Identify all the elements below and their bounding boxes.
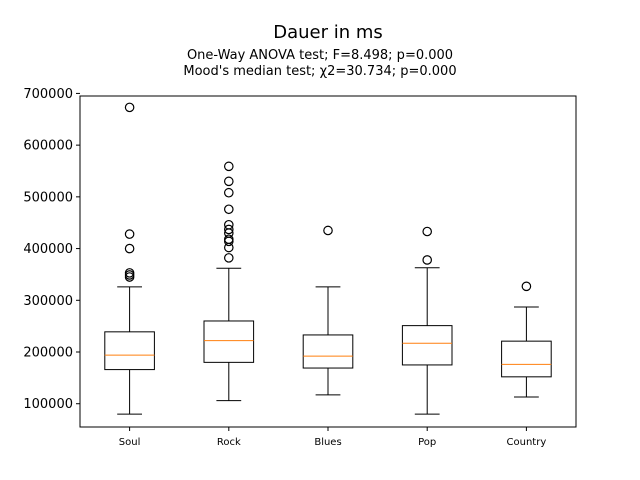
outlier-point [224, 219, 234, 230]
box-iqr [104, 331, 155, 371]
x-tick-label: Country [507, 437, 547, 448]
box-iqr [302, 334, 354, 369]
outlier-point [224, 204, 234, 215]
outlier-point [124, 268, 135, 278]
outlier-point [224, 187, 234, 198]
chart-title: Dauer in ms [273, 22, 383, 43]
outlier-point [224, 176, 234, 187]
y-tick-label: 700000 [23, 87, 73, 102]
box-iqr [401, 325, 453, 366]
outlier-point [422, 226, 432, 237]
outlier-point [124, 229, 135, 239]
chart-subtitle-line-2: Mood's median test; χ2=30.734; p=0.000 [183, 64, 456, 79]
outlier-point [224, 253, 234, 263]
outlier-point [224, 236, 234, 247]
y-tick-label: 100000 [23, 397, 73, 412]
outlier-point [323, 225, 333, 236]
box-iqr [203, 320, 255, 363]
outlier-point [124, 270, 135, 280]
y-tick-label: 400000 [23, 242, 73, 257]
chart-subtitle-line-1: One-Way ANOVA test; F=8.498; p=0.000 [187, 48, 453, 63]
outlier-point [521, 281, 532, 292]
outlier-point [124, 102, 135, 113]
x-tick-label: Blues [314, 437, 341, 448]
plot-area: 100000 200000 300000 400000 500000 600000 7000… [23, 87, 577, 448]
outlier-point [224, 224, 234, 235]
y-tick-label: 600000 [23, 139, 73, 154]
box-iqr [501, 340, 552, 378]
outlier-point [124, 243, 135, 254]
y-tick-label: 200000 [23, 346, 73, 361]
y-tick-label: 300000 [23, 294, 73, 309]
x-tick-label: Pop [418, 437, 436, 448]
outlier-point [224, 234, 234, 245]
x-tick-label: Soul [119, 437, 141, 448]
x-tick-label: Rock [217, 437, 241, 448]
y-tick-label: 500000 [23, 190, 73, 205]
outlier-point [224, 161, 234, 172]
outlier-point [422, 255, 432, 265]
